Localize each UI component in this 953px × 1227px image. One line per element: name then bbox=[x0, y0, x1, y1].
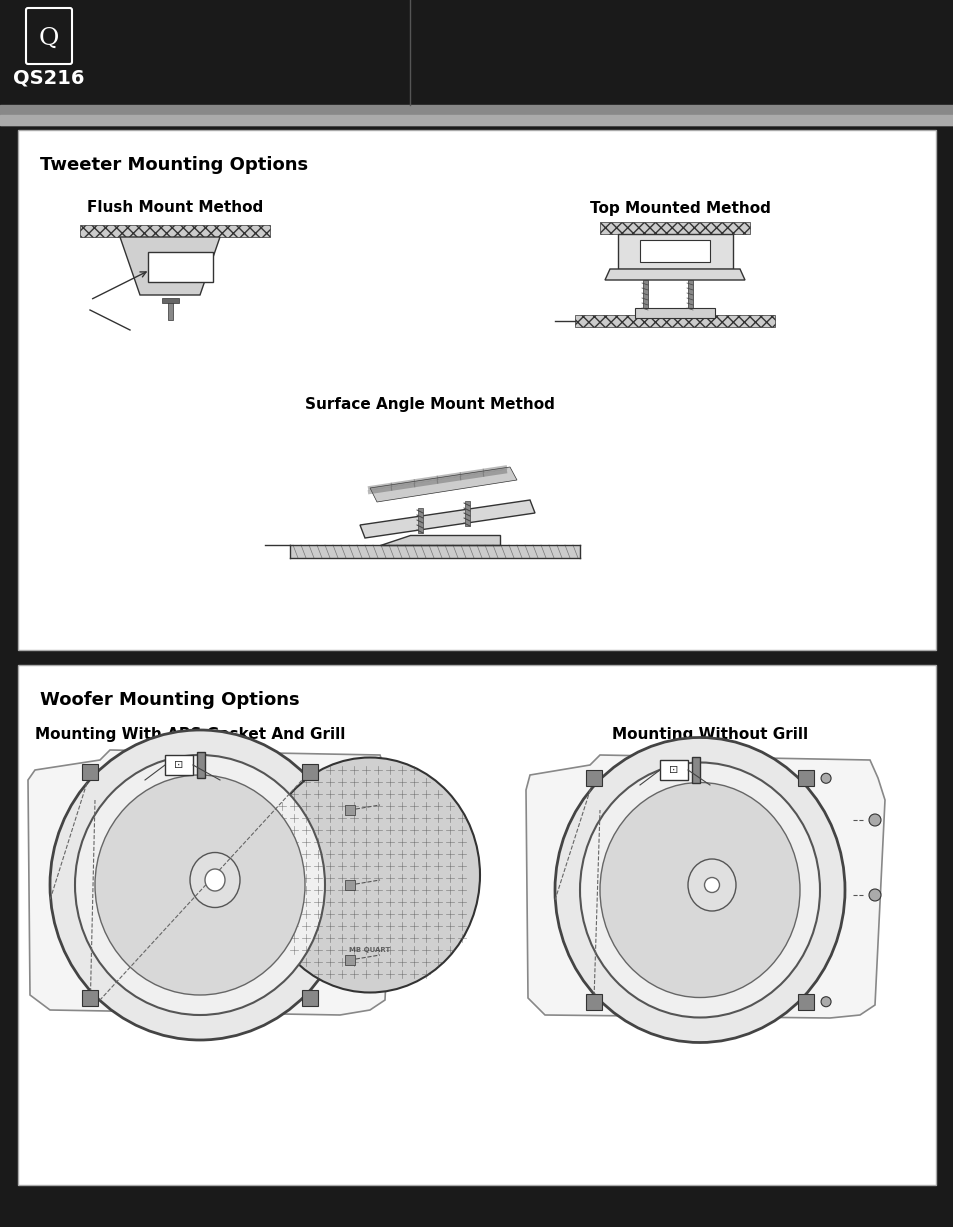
Bar bbox=[575, 315, 774, 328]
Polygon shape bbox=[525, 755, 884, 1018]
Ellipse shape bbox=[75, 755, 325, 1015]
Bar bbox=[635, 308, 714, 318]
Text: Mounting With ABS Gasket And Grill: Mounting With ABS Gasket And Grill bbox=[34, 728, 345, 742]
Polygon shape bbox=[120, 237, 220, 294]
Polygon shape bbox=[290, 545, 579, 558]
Bar bbox=[0, 106, 953, 125]
Text: ⊡: ⊡ bbox=[669, 764, 678, 775]
Bar bbox=[345, 880, 355, 890]
Polygon shape bbox=[379, 535, 499, 545]
Bar bbox=[301, 764, 317, 780]
Polygon shape bbox=[604, 269, 744, 280]
Bar bbox=[345, 955, 355, 964]
Bar bbox=[599, 222, 749, 234]
Bar bbox=[464, 501, 470, 526]
Bar bbox=[0, 0, 953, 106]
Text: MB QUART: MB QUART bbox=[349, 947, 391, 953]
Text: Surface Angle Mount Method: Surface Angle Mount Method bbox=[305, 398, 555, 412]
Text: Tweeter Mounting Options: Tweeter Mounting Options bbox=[40, 156, 308, 174]
Bar bbox=[148, 252, 213, 282]
Polygon shape bbox=[28, 750, 395, 1015]
Ellipse shape bbox=[555, 737, 844, 1043]
Text: Woofer Mounting Options: Woofer Mounting Options bbox=[40, 691, 299, 709]
Bar bbox=[618, 234, 732, 269]
Ellipse shape bbox=[95, 775, 305, 995]
Bar bbox=[165, 755, 193, 775]
Bar bbox=[345, 805, 355, 815]
Text: Flush Mount Method: Flush Mount Method bbox=[87, 200, 263, 216]
Ellipse shape bbox=[703, 877, 719, 892]
Bar bbox=[691, 757, 700, 783]
Bar bbox=[168, 299, 172, 320]
Bar bbox=[417, 508, 422, 533]
Ellipse shape bbox=[579, 762, 820, 1017]
FancyBboxPatch shape bbox=[18, 130, 935, 650]
Ellipse shape bbox=[821, 773, 830, 783]
Polygon shape bbox=[370, 467, 517, 502]
Bar bbox=[196, 752, 205, 778]
Bar bbox=[639, 240, 709, 263]
Bar bbox=[301, 990, 317, 1006]
Bar bbox=[82, 990, 98, 1006]
Ellipse shape bbox=[868, 814, 880, 826]
Ellipse shape bbox=[260, 757, 479, 993]
Text: ⊡: ⊡ bbox=[174, 760, 184, 771]
Bar bbox=[798, 771, 813, 787]
Bar bbox=[659, 760, 687, 780]
Ellipse shape bbox=[190, 853, 240, 908]
Text: Q: Q bbox=[39, 27, 59, 49]
Bar bbox=[585, 771, 601, 787]
Bar bbox=[82, 764, 98, 780]
Ellipse shape bbox=[821, 996, 830, 1006]
Text: QS216: QS216 bbox=[13, 69, 85, 87]
FancyBboxPatch shape bbox=[18, 665, 935, 1185]
Bar bbox=[642, 280, 647, 310]
Bar bbox=[687, 280, 692, 310]
Polygon shape bbox=[359, 499, 535, 537]
Bar bbox=[585, 994, 601, 1010]
Bar bbox=[162, 298, 179, 303]
Bar bbox=[80, 225, 270, 237]
Text: Top Mounted Method: Top Mounted Method bbox=[589, 200, 770, 216]
Text: Mounting Without Grill: Mounting Without Grill bbox=[611, 728, 807, 742]
Ellipse shape bbox=[205, 869, 225, 891]
Ellipse shape bbox=[687, 859, 735, 910]
Ellipse shape bbox=[599, 783, 800, 998]
Ellipse shape bbox=[868, 890, 880, 901]
Bar bbox=[0, 115, 953, 125]
Bar bbox=[798, 994, 813, 1010]
Ellipse shape bbox=[50, 730, 350, 1040]
